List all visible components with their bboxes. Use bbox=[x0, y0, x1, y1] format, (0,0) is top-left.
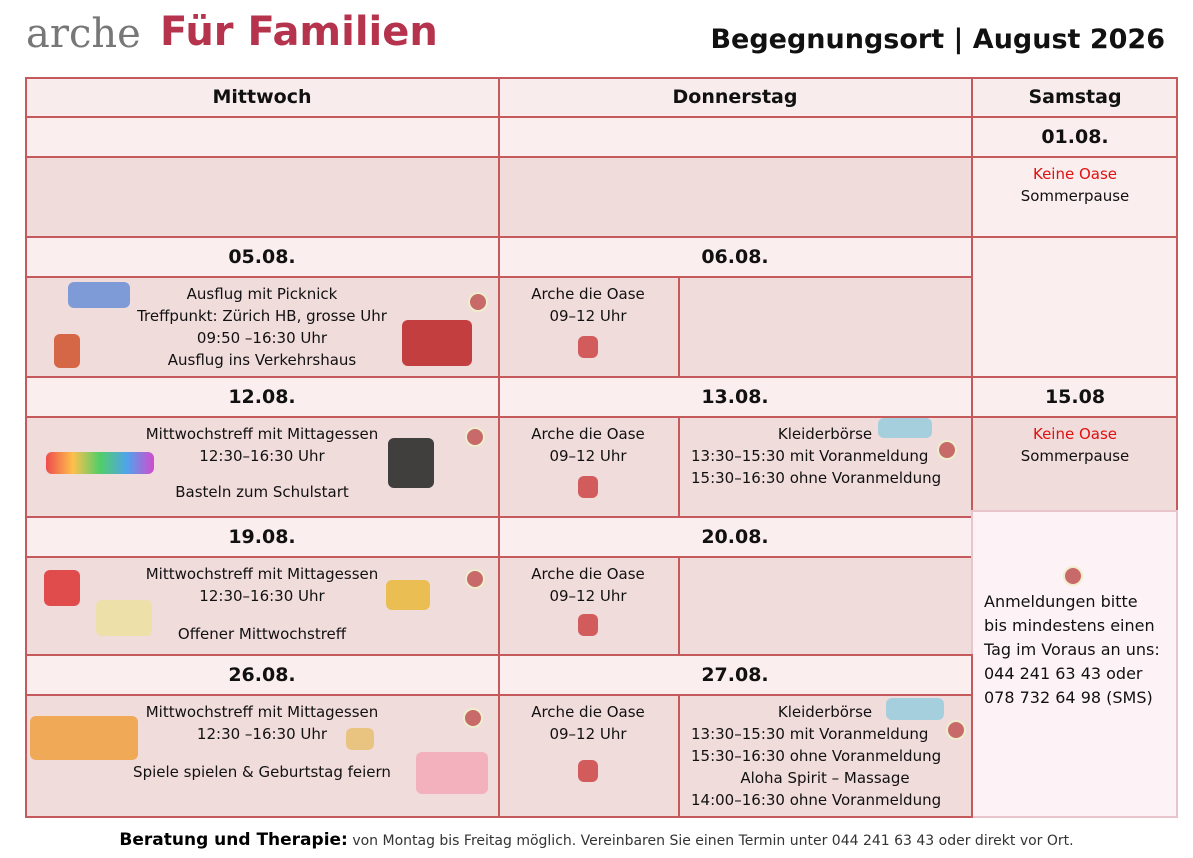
date-cell bbox=[498, 516, 973, 558]
brand: arche bbox=[26, 11, 141, 57]
school-icon bbox=[46, 452, 154, 474]
date: 12.08. bbox=[228, 386, 296, 408]
text: Sommerpause bbox=[1020, 187, 1130, 205]
text-line: Mittwochstreff mit Mittagessen bbox=[145, 565, 379, 583]
text-line: Mittwochstreff mit Mittagessen bbox=[145, 425, 379, 443]
date: 20.08. bbox=[701, 526, 769, 548]
date-cell bbox=[971, 116, 1178, 158]
date-cell bbox=[25, 116, 500, 158]
date: 26.08. bbox=[228, 664, 296, 686]
text-line: Offener Mittwochstreff bbox=[177, 625, 347, 643]
text-line: Spiele spielen & Geburtstag feiern bbox=[133, 763, 391, 781]
phone-icon bbox=[468, 292, 488, 312]
note-box bbox=[971, 510, 1178, 818]
text-line: 15:30–16:30 ohne Voranmeldung bbox=[691, 469, 942, 487]
footer-label: Beratung und Therapie: bbox=[119, 830, 348, 850]
phone-icon bbox=[465, 569, 485, 589]
craft-icon bbox=[388, 438, 434, 488]
text-line: 13:30–15:30 mit Voranmeldung bbox=[691, 447, 929, 465]
craft-icon bbox=[386, 580, 430, 610]
train-icon bbox=[402, 320, 472, 366]
date-cell bbox=[498, 116, 973, 158]
text-line: 15:30–16:30 ohne Voranmeldung bbox=[691, 747, 942, 765]
notice: Keine Oase bbox=[1032, 425, 1118, 443]
clothes-icon bbox=[878, 418, 932, 438]
text-line: 09:50 –16:30 Uhr bbox=[196, 329, 328, 347]
text-line: 12:30–16:30 Uhr bbox=[199, 587, 325, 605]
column-label: Donnerstag bbox=[672, 86, 798, 108]
gondola-icon bbox=[54, 334, 80, 368]
text-line: 14:00–16:30 ohne Voranmeldung bbox=[691, 791, 942, 809]
note-line: bis mindestens einen bbox=[984, 616, 1155, 635]
note-line: 078 732 64 98 (SMS) bbox=[984, 688, 1153, 707]
cake-icon bbox=[346, 728, 374, 750]
text-line: 12:30–16:30 Uhr bbox=[199, 447, 325, 465]
note-line: Anmeldungen bitte bbox=[984, 592, 1138, 611]
kids-icon bbox=[30, 716, 138, 760]
cards-icon bbox=[44, 570, 80, 606]
text-line: Arche die Oase bbox=[531, 285, 645, 303]
text-line: Mittwochstreff mit Mittagessen bbox=[145, 703, 379, 721]
text-line: Kleiderbörse bbox=[777, 703, 873, 721]
date: 01.08. bbox=[1041, 126, 1109, 148]
text-line: 09–12 Uhr bbox=[549, 587, 627, 605]
content-cell bbox=[678, 276, 973, 378]
content-cell bbox=[678, 556, 973, 656]
plane-icon bbox=[68, 282, 130, 308]
footer: Beratung und Therapie: von Montag bis Fr… bbox=[0, 828, 1193, 853]
person-icon bbox=[578, 336, 598, 358]
column-header bbox=[498, 77, 973, 118]
brand-accent: Für Familien bbox=[160, 9, 438, 55]
content-cell bbox=[498, 156, 973, 238]
text-line: 09–12 Uhr bbox=[549, 447, 627, 465]
content-cell bbox=[25, 156, 500, 238]
text-line: Ausflug mit Picknick bbox=[186, 285, 338, 303]
phone-icon bbox=[465, 427, 485, 447]
text-line: Aloha Spirit – Massage bbox=[740, 769, 910, 787]
text-line: Kleiderbörse bbox=[777, 425, 873, 443]
content-cell bbox=[498, 276, 680, 378]
text-line: Ausflug ins Verkehrshaus bbox=[167, 351, 357, 369]
phone-icon bbox=[463, 708, 483, 728]
date: 13.08. bbox=[701, 386, 769, 408]
content-cell bbox=[498, 556, 680, 656]
date: 06.08. bbox=[701, 246, 769, 268]
clothes-icon bbox=[886, 698, 944, 720]
date: 27.08. bbox=[701, 664, 769, 686]
game-icon bbox=[96, 600, 152, 636]
note-line: 044 241 63 43 oder bbox=[984, 664, 1143, 683]
person-icon bbox=[578, 614, 598, 636]
text-line: Treffpunkt: Zürich HB, grosse Uhr bbox=[137, 307, 387, 325]
column-label: Samstag bbox=[1028, 86, 1122, 108]
text-line: 13:30–15:30 mit Voranmeldung bbox=[691, 725, 929, 743]
text-line: 09–12 Uhr bbox=[549, 307, 627, 325]
text: Sommerpause bbox=[1020, 447, 1130, 465]
kids-icon bbox=[416, 752, 488, 794]
text-line: 12:30 –16:30 Uhr bbox=[196, 725, 328, 743]
date: 15.08 bbox=[1044, 386, 1106, 408]
page-title: Begegnungsort | August 2026 bbox=[710, 24, 1165, 55]
person-icon bbox=[578, 760, 598, 782]
text-line: Arche die Oase bbox=[531, 703, 645, 721]
footer-text: von Montag bis Freitag möglich. Vereinba… bbox=[352, 833, 1074, 849]
person-icon bbox=[578, 476, 598, 498]
empty-cell bbox=[971, 236, 1178, 378]
content-cell bbox=[498, 694, 680, 818]
notice: Keine Oase bbox=[1032, 165, 1118, 183]
text-line: Arche die Oase bbox=[531, 425, 645, 443]
date: 19.08. bbox=[228, 526, 296, 548]
note-line: Tag im Voraus an uns: bbox=[984, 640, 1160, 659]
text-line: 09–12 Uhr bbox=[549, 725, 627, 743]
text-line: Arche die Oase bbox=[531, 565, 645, 583]
date: 05.08. bbox=[228, 246, 296, 268]
column-label: Mittwoch bbox=[212, 86, 312, 108]
text-line: Basteln zum Schulstart bbox=[175, 483, 349, 501]
phone-icon bbox=[1063, 566, 1083, 586]
phone-icon bbox=[937, 440, 957, 460]
phone-icon bbox=[946, 720, 966, 740]
date-cell bbox=[498, 236, 973, 278]
